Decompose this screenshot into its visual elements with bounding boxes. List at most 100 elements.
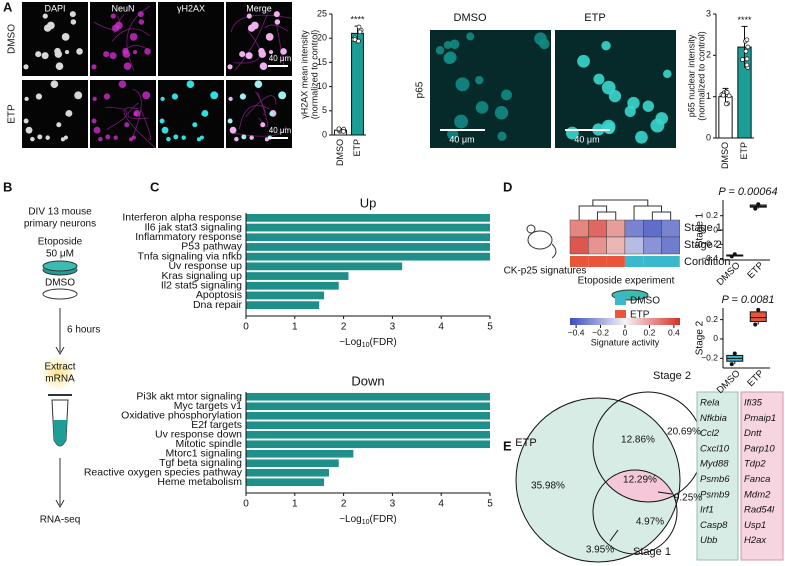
nucleus: [161, 126, 169, 134]
nucleus: [24, 96, 29, 102]
section-title: Down: [351, 373, 384, 388]
set-label: Stage 2: [653, 370, 691, 382]
nucleus: [42, 13, 48, 19]
gene-name: Psmb6: [700, 474, 730, 485]
x-tick-label: 5: [487, 322, 493, 333]
box: [749, 311, 767, 323]
nucleus: [239, 93, 247, 100]
panel-label: E: [503, 438, 512, 453]
label: Etoposide: [38, 237, 83, 248]
nucleus: [273, 11, 280, 18]
micrograph: [90, 80, 156, 148]
region-percent: 9.25%: [674, 493, 702, 504]
point: [744, 62, 750, 68]
nucleus: [455, 77, 470, 92]
category-label: Heme metabolism: [157, 476, 242, 488]
category-label: E2f targets: [191, 419, 242, 431]
bar: [246, 449, 354, 458]
nucleus: [91, 118, 97, 124]
category-label: Dna repair: [193, 299, 243, 311]
nucleus: [132, 49, 138, 55]
point: [723, 101, 729, 107]
nucleus: [105, 134, 111, 140]
y-axis-label: (normalized to control): [696, 31, 706, 121]
x-axis-label-part: −Log: [339, 514, 362, 525]
nucleus: [269, 111, 274, 116]
y-tick-label: 0: [706, 132, 711, 142]
point: [356, 38, 361, 44]
nucleus: [624, 105, 636, 118]
nucleus: [103, 51, 110, 58]
category-label: Il6 jak stat3 signaling: [145, 221, 243, 233]
nucleus: [109, 52, 117, 60]
dendrogram: [651, 211, 672, 220]
point: [341, 129, 346, 134]
bar: [351, 32, 364, 136]
nucleus: [160, 96, 165, 102]
region-percent: 12.86%: [621, 435, 655, 446]
gene-name: Usp1: [744, 520, 766, 531]
neurite: [238, 105, 270, 130]
nucleus: [259, 62, 268, 71]
gene-name: Dntt: [744, 428, 762, 439]
micrograph: [226, 80, 292, 148]
gene-name: Rad54l: [744, 505, 775, 516]
y-tick-label: 3: [706, 8, 711, 18]
nucleus: [124, 122, 130, 128]
condition-cell: [570, 256, 589, 267]
neurite: [140, 108, 151, 140]
category-label: Tgf beta signaling: [159, 457, 242, 469]
dendrogram: [596, 211, 617, 220]
nucleus: [173, 134, 179, 140]
channel-label: NeuN: [111, 3, 134, 13]
nucleus: [37, 134, 43, 140]
point: [743, 48, 749, 54]
micrograph: [22, 80, 88, 148]
bar: [246, 459, 339, 468]
nucleus: [69, 11, 76, 18]
x-tick-label: 4: [438, 322, 444, 333]
scale-bar-label: 40 μm: [269, 54, 292, 63]
y-axis-label: Stage 1: [695, 212, 706, 247]
nucleus: [25, 126, 33, 134]
nucleus: [475, 75, 484, 85]
mouse-icon: [526, 224, 557, 259]
bar: [246, 478, 325, 487]
nucleus: [137, 11, 144, 18]
micrograph: [226, 2, 292, 76]
region-percent: 12.29%: [623, 475, 657, 486]
nucleus: [23, 64, 29, 70]
y-tick-label: −0.2: [701, 239, 718, 249]
gene-name: Psmb9: [700, 489, 730, 500]
channel-label: Merge: [246, 3, 272, 13]
section-title: Up: [360, 195, 377, 210]
significance: ****: [350, 14, 365, 24]
category-label: Apoptosis: [196, 289, 242, 301]
nucleus: [46, 21, 55, 30]
x-tick-label: DMSO: [720, 142, 730, 169]
legend-swatch: [615, 296, 626, 305]
x-tick-label: ETP: [745, 368, 766, 389]
p-value: P = 0.0081: [721, 294, 774, 306]
category-label: Interferon alpha response: [122, 212, 242, 224]
nucleus: [601, 80, 616, 95]
marker-label: p65: [415, 81, 426, 98]
x-tick-label: 3: [390, 322, 396, 333]
nucleus: [210, 91, 219, 100]
nucleus: [199, 135, 204, 140]
category-label: Inflammatory response: [135, 231, 242, 243]
neurite: [245, 95, 277, 118]
nucleus: [466, 32, 475, 41]
nucleus: [133, 111, 138, 116]
gene-name: Tdp2: [744, 459, 766, 470]
nucleus: [35, 93, 43, 100]
p-value: P = 0.00064: [718, 186, 777, 198]
point: [744, 37, 750, 43]
heatmap-cell: [643, 236, 662, 255]
micrograph: [430, 30, 551, 148]
nucleus: [98, 136, 103, 142]
bar: [246, 223, 490, 232]
x-tick-label: 0: [243, 499, 249, 510]
category-label: Myc targets v1: [174, 400, 242, 412]
nucleus: [192, 122, 198, 128]
